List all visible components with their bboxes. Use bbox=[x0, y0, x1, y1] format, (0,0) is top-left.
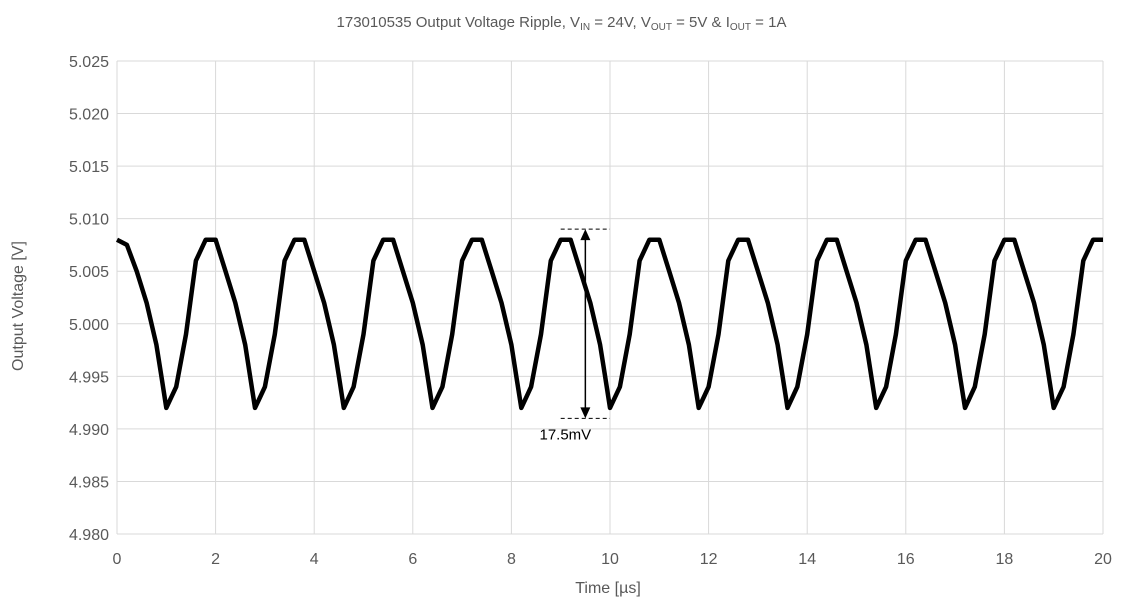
title-part-id: 173010535 Output Voltage Ripple, bbox=[336, 14, 571, 31]
annotation-label: 17.5mV bbox=[539, 426, 591, 443]
x-tick-label: 10 bbox=[601, 551, 619, 568]
title-vin-subscript: IN bbox=[580, 22, 591, 33]
y-tick-label: 4.990 bbox=[69, 422, 109, 439]
x-tick-label: 8 bbox=[507, 551, 516, 568]
title-vin-symbol: V bbox=[570, 14, 581, 31]
x-tick-label: 18 bbox=[996, 551, 1014, 568]
title-vin-value: = 24V, bbox=[590, 14, 641, 31]
x-tick-label: 14 bbox=[798, 551, 816, 568]
x-tick-label: 12 bbox=[700, 551, 718, 568]
y-tick-label: 5.010 bbox=[69, 212, 109, 229]
y-tick-label: 5.000 bbox=[69, 317, 109, 334]
y-tick-label: 5.005 bbox=[69, 264, 109, 281]
y-tick-label: 5.025 bbox=[69, 54, 109, 71]
title-iout-symbol: I bbox=[725, 14, 730, 31]
x-axis-label: Time [µs] bbox=[575, 580, 641, 597]
x-tick-label: 6 bbox=[408, 551, 417, 568]
title-iout-subscript: OUT bbox=[729, 22, 752, 33]
annotation-arrow-down-head bbox=[580, 407, 591, 419]
title-vout-value: = 5V & bbox=[671, 14, 726, 31]
y-tick-label: 4.995 bbox=[69, 369, 109, 386]
title-vout-subscript: OUT bbox=[650, 22, 672, 33]
x-tick-label: 20 bbox=[1094, 551, 1112, 568]
ripple-series-line bbox=[115, 237, 1103, 411]
y-tick-label: 5.015 bbox=[69, 159, 109, 176]
y-axis-label: Output Voltage [V] bbox=[10, 241, 27, 371]
chart-title: 173010535 Output Voltage Ripple, VIN = 2… bbox=[0, 14, 1123, 33]
y-tick-label: 4.985 bbox=[69, 474, 109, 491]
x-tick-label: 2 bbox=[211, 551, 220, 568]
y-tick-label: 5.020 bbox=[69, 107, 109, 124]
y-tick-label: 4.980 bbox=[69, 527, 109, 544]
title-iout-value: = 1A bbox=[751, 14, 787, 31]
x-tick-label: 4 bbox=[310, 551, 319, 568]
x-tick-label: 16 bbox=[897, 551, 915, 568]
x-tick-label: 0 bbox=[113, 551, 122, 568]
annotation-arrow-up-head bbox=[580, 229, 591, 241]
title-vout-symbol: V bbox=[640, 14, 651, 31]
